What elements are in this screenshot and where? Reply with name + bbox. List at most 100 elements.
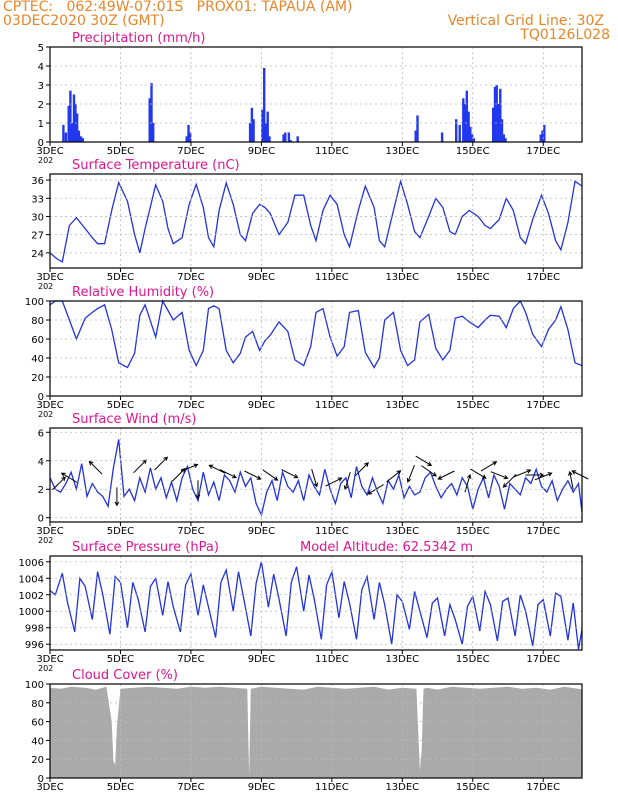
precip-bar bbox=[261, 109, 264, 142]
cloud-y-tick-label: 60 bbox=[31, 718, 44, 729]
temp-x-tick-label: 11DEC bbox=[315, 272, 349, 283]
wind-vector-arrow bbox=[154, 456, 169, 471]
wind-y-tick-label: 0 bbox=[38, 514, 44, 525]
rh-x-tick-label: 9DEC bbox=[248, 400, 275, 411]
pressure-x-tick-label: 15DEC bbox=[456, 654, 490, 665]
precip-bar bbox=[469, 126, 472, 142]
precip-bar bbox=[266, 111, 269, 142]
wind-vector-arrow bbox=[470, 468, 487, 479]
precip-y-tick-label: 0 bbox=[38, 138, 44, 149]
wind-y-tick-label: 4 bbox=[38, 457, 44, 468]
temp-x-tick-label: 5DEC bbox=[107, 272, 134, 283]
precip-bar bbox=[493, 86, 497, 142]
precip-bar bbox=[502, 134, 505, 142]
rh-y-tick-label: 40 bbox=[31, 354, 44, 365]
precip-bar bbox=[62, 124, 65, 142]
cloud-y-tick-label: 80 bbox=[31, 699, 44, 710]
pressure-year-stub: 202 bbox=[38, 664, 53, 673]
precip-bar bbox=[75, 113, 79, 142]
rh-y-tick-label: 0 bbox=[38, 392, 44, 403]
wind-vector-arrow bbox=[325, 477, 343, 487]
wind-x-tick-label: 3DEC bbox=[36, 526, 63, 537]
precip-bar bbox=[79, 136, 83, 142]
header-line1: CPTEC: 062:49W-07:01S PROX01: TAPAUA (AM… bbox=[3, 0, 353, 15]
wind-vector-arrow bbox=[262, 469, 279, 481]
wind-vector-arrow bbox=[281, 469, 299, 479]
wind-vector-arrow bbox=[244, 470, 262, 480]
wind-vector-arrow bbox=[355, 462, 369, 477]
precip-bar bbox=[492, 107, 495, 142]
cloud-title: Cloud Cover (%) bbox=[72, 668, 178, 683]
precip-bar bbox=[440, 132, 444, 142]
pressure-plot-frame bbox=[49, 555, 583, 651]
header-model-code: TQ0126L028 bbox=[520, 27, 610, 43]
precip-year-stub: 202 bbox=[38, 156, 53, 165]
wind-vector-arrow bbox=[421, 465, 437, 477]
wind-x-tick-label: 5DEC bbox=[107, 526, 134, 537]
pressure-x-tick-label: 9DEC bbox=[248, 654, 275, 665]
wind-vector-arrow bbox=[195, 480, 201, 500]
wind-vector-arrow bbox=[571, 470, 589, 480]
header-grid-note: Vertical Grid Line: 30Z bbox=[447, 13, 604, 29]
cloud-y-tick-label: 0 bbox=[38, 774, 44, 785]
cloud-x-tick-label: 11DEC bbox=[315, 782, 349, 793]
wind-x-tick-label: 7DEC bbox=[177, 526, 204, 537]
wind-x-tick-label: 13DEC bbox=[385, 526, 419, 537]
pressure-y-tick-label: 1006 bbox=[19, 558, 44, 569]
precip-bar bbox=[497, 104, 500, 142]
rh-x-tick-label: 17DEC bbox=[526, 400, 560, 411]
wind-year-stub: 202 bbox=[38, 536, 53, 545]
temp-plot-frame bbox=[49, 173, 583, 269]
wind-vector-arrow bbox=[180, 463, 199, 472]
precip-bar bbox=[81, 138, 84, 142]
pressure-x-tick-label: 13DEC bbox=[385, 654, 419, 665]
precip-bar bbox=[264, 123, 268, 142]
temp-y-tick-label: 30 bbox=[31, 212, 44, 223]
precip-bar bbox=[189, 132, 192, 142]
precip-y-tick-label: 1 bbox=[38, 119, 44, 130]
precip-bar bbox=[462, 98, 465, 142]
rh-x-tick-label: 11DEC bbox=[315, 400, 349, 411]
pressure-y-tick-label: 1000 bbox=[19, 607, 44, 618]
precip-bar bbox=[148, 98, 151, 142]
temp-year-stub: 202 bbox=[38, 282, 53, 291]
temp-x-tick-label: 17DEC bbox=[526, 272, 560, 283]
rh-x-tick-label: 7DEC bbox=[177, 400, 204, 411]
pressure-annotation: Model Altitude: 62.5342 m bbox=[300, 540, 473, 555]
precip-bar bbox=[77, 130, 81, 142]
wind-vector-arrow bbox=[386, 470, 402, 483]
precip-bar bbox=[64, 132, 68, 142]
cloud-y-tick-label: 20 bbox=[31, 755, 44, 766]
precip-bar bbox=[284, 132, 287, 142]
wind-vector-arrow bbox=[343, 471, 351, 491]
wind-vector-arrow bbox=[406, 465, 415, 483]
rh-year-stub: 202 bbox=[38, 410, 53, 419]
precip-bar bbox=[495, 85, 498, 142]
wind-vector-arrow bbox=[437, 470, 455, 480]
precip-y-tick-label: 2 bbox=[38, 100, 44, 111]
cloud-x-tick-label: 5DEC bbox=[107, 782, 134, 793]
cloud-x-tick-label: 17DEC bbox=[526, 782, 560, 793]
temp-x-tick-label: 13DEC bbox=[385, 272, 419, 283]
precip-bar bbox=[150, 83, 153, 142]
precip-bar bbox=[416, 115, 419, 142]
pressure-y-tick-label: 996 bbox=[25, 640, 44, 651]
precip-bar bbox=[187, 124, 190, 142]
cloud-x-tick-label: 7DEC bbox=[177, 782, 204, 793]
temp-x-tick-label: 7DEC bbox=[177, 272, 204, 283]
precip-x-tick-label: 11DEC bbox=[315, 146, 349, 157]
pressure-title: Surface Pressure (hPa) bbox=[72, 540, 219, 555]
rh-y-tick-label: 100 bbox=[25, 297, 44, 308]
pressure-x-tick-label: 5DEC bbox=[107, 654, 134, 665]
wind-plot-frame bbox=[49, 427, 583, 523]
precip-bar bbox=[250, 107, 254, 142]
wind-series-line bbox=[49, 439, 583, 517]
header-date: 03DEC2020 30Z (GMT) bbox=[3, 13, 165, 29]
precip-bar bbox=[263, 67, 266, 142]
pressure-x-tick-label: 17DEC bbox=[526, 654, 560, 665]
wind-vector-arrow bbox=[490, 471, 509, 480]
precip-bar bbox=[541, 130, 544, 142]
wind-vector-arrow bbox=[208, 464, 226, 474]
pressure-y-tick-label: 998 bbox=[25, 624, 44, 635]
